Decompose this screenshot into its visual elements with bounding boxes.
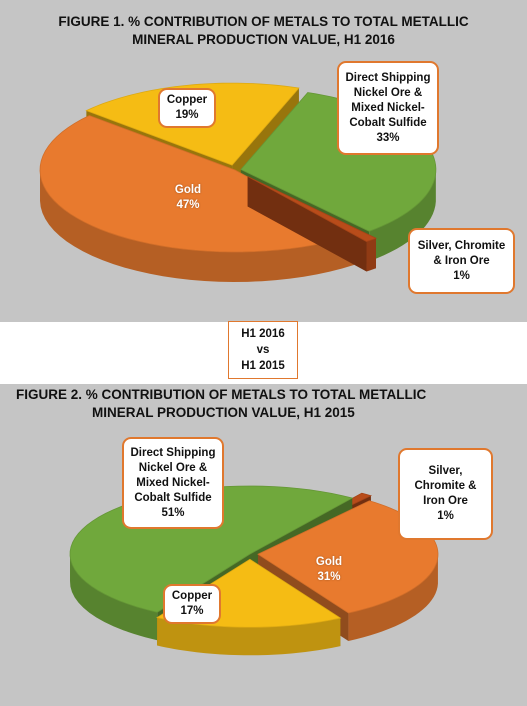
slice-label-gold-2016: Gold 47% (160, 183, 216, 213)
label-line: Mixed Nickel- (136, 476, 210, 489)
chart-title-line: MINERAL PRODUCTION VALUE, H1 2015 (92, 405, 355, 420)
chart-title-line: MINERAL PRODUCTION VALUE, H1 2016 (132, 32, 395, 47)
pie-slice (247, 176, 378, 272)
slice-label-copper-2016: Copper 19% (158, 88, 216, 128)
label-line: Cobalt Sulfide (134, 491, 212, 504)
label-value: 47% (176, 199, 200, 211)
slice-label-gold-2015: Gold 31% (301, 555, 357, 585)
pie-slice-side (366, 238, 376, 272)
label-value: 19% (175, 109, 199, 121)
label-line: Nickel Ore & (353, 86, 423, 99)
label-line: Copper (171, 590, 213, 602)
pie-chart-2015 (69, 485, 439, 656)
pie-slice-side (369, 171, 436, 262)
label-line: Silver, Chromite (417, 239, 506, 252)
slice-label-silver-2015: Silver, Chromite & Iron Ore 1% (398, 448, 493, 540)
pie-slice-side (70, 553, 158, 641)
label-line: Silver, (428, 465, 463, 477)
label-line: Nickel Ore & (138, 461, 208, 474)
slice-label-copper-2015: Copper 17% (163, 584, 221, 624)
label-value: 31% (317, 571, 341, 583)
comparison-line: H1 2015 (241, 360, 285, 372)
label-line: Cobalt Sulfide (349, 116, 427, 129)
chart-title-line: FIGURE 1. % CONTRIBUTION OF METALS TO TO… (58, 14, 469, 29)
pie-slice-side (157, 617, 341, 656)
chart-title-2016: FIGURE 1. % CONTRIBUTION OF METALS TO TO… (0, 13, 527, 49)
comparison-line: vs (256, 344, 270, 356)
label-line: & Iron Ore (433, 254, 490, 267)
chart-title-line: FIGURE 2. % CONTRIBUTION OF METALS TO TO… (16, 387, 427, 402)
label-line: Copper (166, 94, 208, 106)
label-line: Gold (315, 556, 343, 568)
pie-slice-side (348, 555, 438, 642)
label-line: Iron Ore (423, 495, 468, 507)
slice-label-silver-2016: Silver, Chromite & Iron Ore 1% (408, 228, 515, 294)
label-value: 33% (376, 131, 400, 144)
label-value: 1% (453, 269, 470, 282)
label-value: 17% (180, 605, 204, 617)
comparison-line: H1 2016 (241, 328, 285, 340)
label-value: 1% (437, 510, 454, 522)
label-line: Mixed Nickel- (351, 101, 425, 114)
chart-title-2015: FIGURE 2. % CONTRIBUTION OF METALS TO TO… (16, 386, 446, 422)
comparison-label: H1 2016 vs H1 2015 (228, 321, 298, 379)
label-line: Direct Shipping (130, 446, 216, 459)
pie-slice-top (247, 176, 378, 242)
label-value: 51% (161, 506, 185, 519)
pie-slice-side (40, 170, 354, 282)
slice-label-nickel-2016: Direct Shipping Nickel Ore & Mixed Nicke… (337, 61, 439, 155)
label-line: Direct Shipping (345, 71, 431, 84)
pie-slice-wall (247, 176, 367, 272)
label-line: Gold (174, 184, 202, 196)
label-line: Chromite & (414, 480, 477, 492)
slice-label-nickel-2015: Direct Shipping Nickel Ore & Mixed Nicke… (122, 437, 224, 529)
pie-chart-2016 (39, 82, 437, 282)
